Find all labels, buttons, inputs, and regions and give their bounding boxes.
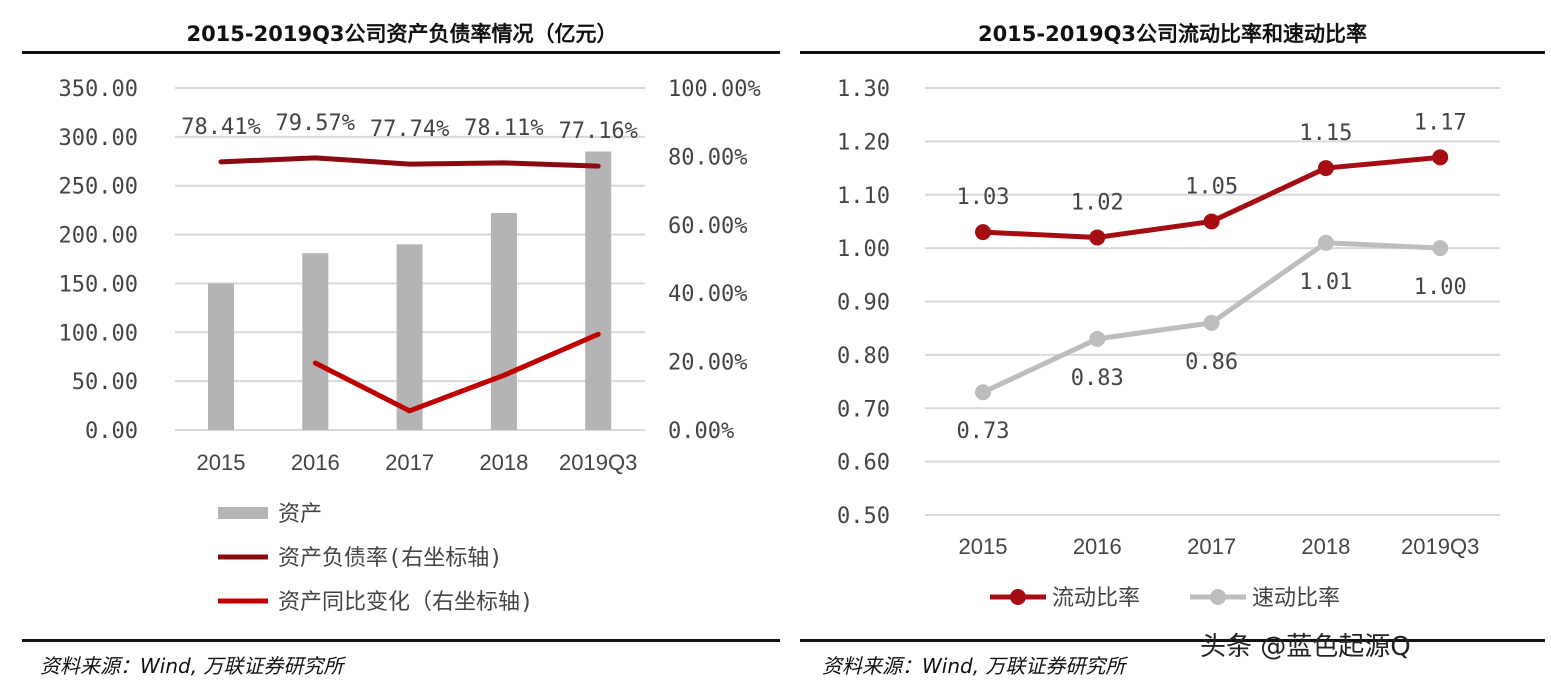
marker (1317, 160, 1334, 177)
right-source: 资料来源：Wind, 万联证券研究所 (822, 654, 1126, 678)
marker (1203, 314, 1220, 331)
x-tick-label: 2017 (385, 450, 434, 475)
right-chart-title: 2015-2019Q3公司流动比率和速动比率 (977, 22, 1368, 46)
watermark: 头条 @蓝色起源Q (1200, 632, 1411, 662)
bar-asset (585, 151, 612, 430)
y2-tick-label: 40.00% (668, 282, 747, 307)
marker (975, 224, 991, 241)
y-tick-label: 0.60 (837, 451, 890, 476)
legend-label: 资产负债率(右坐标轴) (278, 546, 503, 571)
y-tick-label: 300.00 (59, 126, 138, 151)
marker (1203, 213, 1220, 230)
y2-tick-label: 80.00% (668, 145, 747, 170)
y-tick-label: 200.00 (59, 224, 138, 249)
line-2 (312, 331, 601, 414)
bar-asset (396, 244, 423, 430)
y-tick-label: 1.30 (837, 77, 890, 102)
x-tick-label: 2018 (479, 450, 528, 475)
data-label: 79.57% (276, 111, 355, 136)
data-label: 1.03 (957, 185, 1010, 210)
line-1 (218, 155, 601, 169)
y2-tick-label: 20.00% (668, 351, 747, 376)
legend-label: 资产同比变化（右坐标轴) (278, 590, 533, 615)
left-bottom-rule (22, 639, 780, 642)
bar-asset (302, 253, 329, 430)
legend-swatch-asset (218, 507, 268, 519)
y-tick-label: 1.20 (837, 130, 890, 155)
marker (1089, 330, 1106, 347)
legend-label: 资产 (278, 502, 322, 527)
y-tick-label: 350.00 (59, 77, 138, 102)
marker (1089, 229, 1106, 246)
legend-label: 流动比率 (1052, 586, 1140, 611)
marker (975, 384, 991, 401)
y2-tick-label: 60.00% (668, 214, 747, 239)
data-label: 1.01 (1299, 270, 1352, 295)
legend-marker (1210, 589, 1226, 605)
legend-marker (1010, 589, 1026, 605)
y-tick-label: 0.90 (837, 291, 890, 316)
bar-asset (490, 213, 517, 430)
y-tick-label: 1.10 (837, 184, 890, 209)
x-tick-label: 2017 (1187, 534, 1236, 559)
marker (1317, 234, 1334, 251)
bar-asset (208, 283, 234, 430)
right-bottom-rule (800, 639, 1545, 642)
marker (1432, 149, 1449, 166)
y-tick-label: 1.00 (837, 237, 890, 262)
x-tick-label: 2019Q3 (559, 450, 637, 475)
right-title-rule (800, 51, 1545, 54)
x-tick-label: 2016 (1073, 534, 1122, 559)
x-tick-label: 2016 (291, 450, 340, 475)
data-label: 1.02 (1071, 190, 1124, 215)
y-tick-label: 100.00 (59, 321, 138, 346)
left-source: 资料来源：Wind, 万联证券研究所 (40, 654, 344, 678)
legend-label: 速动比率 (1252, 586, 1340, 611)
y2-tick-label: 0.00% (668, 419, 734, 444)
data-label: 1.17 (1414, 110, 1467, 135)
left-chart-title: 2015-2019Q3公司资产负债率情况（亿元） (186, 22, 618, 46)
data-label: 77.16% (558, 119, 637, 144)
data-label: 1.00 (1414, 275, 1467, 300)
data-label: 1.15 (1299, 121, 1352, 146)
y-tick-label: 0.00 (85, 419, 138, 444)
data-label: 77.74% (370, 117, 449, 142)
data-label: 0.73 (957, 419, 1010, 444)
x-tick-label: 2015 (197, 450, 246, 475)
data-label: 0.83 (1071, 366, 1124, 391)
marker (1432, 240, 1449, 257)
left-title-rule (22, 51, 780, 54)
data-label: 78.11% (464, 116, 543, 141)
data-label: 0.86 (1185, 350, 1238, 375)
x-tick-label: 2015 (959, 534, 1008, 559)
y-tick-label: 250.00 (59, 175, 138, 200)
x-tick-label: 2019Q3 (1401, 534, 1479, 559)
y-tick-label: 0.50 (837, 504, 890, 529)
x-tick-label: 2018 (1301, 534, 1350, 559)
y-tick-label: 150.00 (59, 272, 138, 297)
y-tick-label: 0.70 (837, 397, 890, 422)
data-label: 78.41% (181, 115, 260, 140)
y-tick-label: 0.80 (837, 344, 890, 369)
y-tick-label: 50.00 (72, 370, 138, 395)
data-label: 1.05 (1185, 174, 1238, 199)
y2-tick-label: 100.00% (668, 77, 761, 102)
